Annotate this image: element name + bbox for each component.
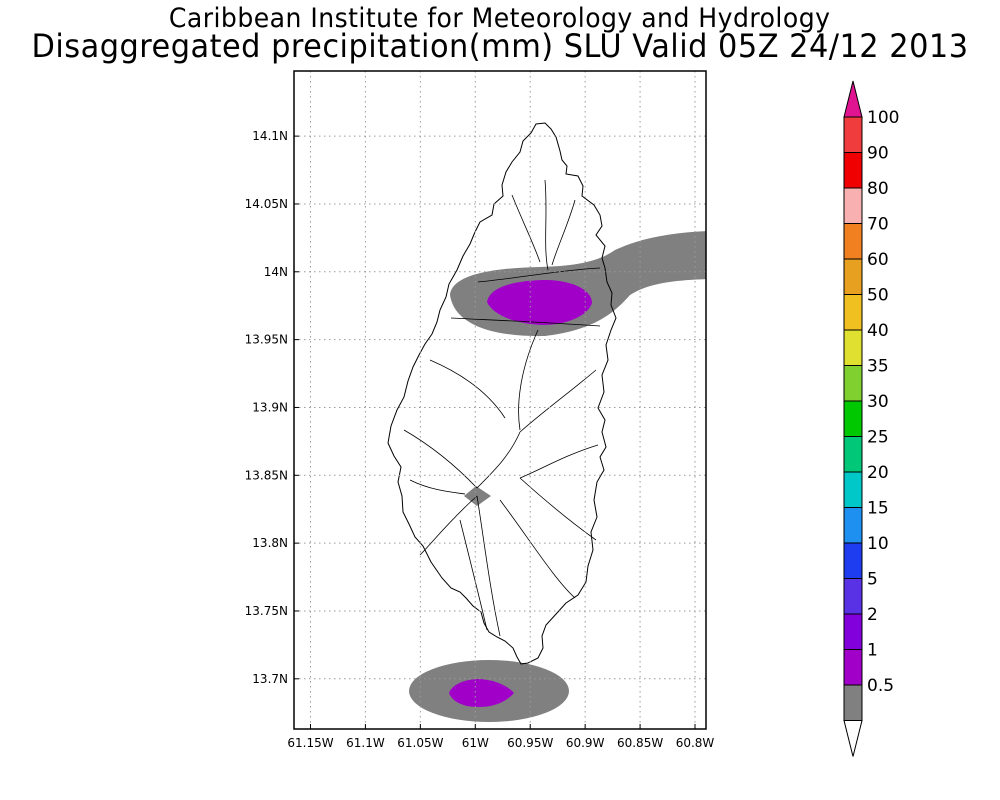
longitude-axis: 61.15W 61.1W 61.05W 61W 60.95W 60.9W 60.85W 60.… — [287, 724, 714, 750]
colorbar-segment — [843, 152, 863, 189]
lon-tick-label: 60.85W — [617, 736, 663, 750]
colorbar-top-arrow — [843, 80, 863, 118]
lat-tick-label: 13.9N — [252, 400, 288, 414]
lon-tick-label: 60.9W — [566, 736, 605, 750]
lat-tick-label: 13.75N — [245, 604, 288, 618]
lat-tick-label: 13.85N — [245, 468, 288, 482]
colorbar-label: 10 — [867, 534, 889, 554]
colorbar-segment — [843, 578, 863, 615]
colorbar-segment — [843, 471, 863, 508]
colorbar-label: 80 — [867, 179, 889, 199]
colorbar-segment — [843, 187, 863, 224]
latitude-axis: 14.1N 14.05N 14N 13.95N 13.9N 13.85N 13.8N 13.7… — [245, 129, 299, 686]
map-title: Disaggregated precipitation(mm) SLU Vali… — [31, 27, 969, 65]
colorbar-label: 1 — [867, 641, 878, 661]
colorbar-bottom-arrow — [843, 720, 863, 757]
colorbar-label: 15 — [867, 499, 889, 519]
colorbar-segment — [843, 507, 863, 544]
colorbar-label: 50 — [867, 286, 889, 306]
colorbar-segment — [843, 258, 863, 295]
precip-area-south-cell — [449, 679, 514, 707]
precip-area-north-cell — [487, 280, 592, 325]
island-coastline — [387, 122, 617, 665]
lat-tick-label: 14N — [264, 265, 288, 279]
precip-area-central — [464, 486, 491, 506]
precip-shading — [409, 231, 706, 722]
colorbar-legend: 100 90 80 70 60 50 40 35 30 25 20 15 10 5 2 1 0.5 — [843, 80, 899, 757]
colorbar-segment — [843, 684, 863, 721]
lon-tick-label: 61W — [462, 736, 489, 750]
lat-tick-label: 14.05N — [245, 197, 288, 211]
lon-tick-label: 61.05W — [397, 736, 443, 750]
colorbar-segment — [843, 365, 863, 402]
lon-tick-label: 60.95W — [507, 736, 553, 750]
colorbar-label: 35 — [867, 357, 889, 377]
lat-tick-label: 13.8N — [252, 536, 288, 550]
colorbar-segment — [843, 294, 863, 331]
colorbar-segment — [843, 116, 863, 153]
colorbar-segment — [843, 223, 863, 260]
saint-lucia-island — [387, 122, 617, 665]
colorbar-label: 60 — [867, 250, 889, 270]
colorbar-segment — [843, 542, 863, 579]
colorbar-segment — [843, 436, 863, 473]
colorbar-label: 100 — [867, 108, 899, 128]
map-grid — [294, 71, 706, 729]
colorbar-label: 25 — [867, 428, 889, 448]
institute-title: Caribbean Institute for Meteorology and … — [168, 3, 831, 34]
colorbar-segment — [843, 329, 863, 366]
colorbar-segment — [843, 400, 863, 437]
map-frame — [293, 70, 707, 730]
colorbar-label: 20 — [867, 463, 889, 483]
colorbar-segment — [843, 613, 863, 650]
colorbar-label: 5 — [867, 570, 878, 590]
colorbar-label: 70 — [867, 215, 889, 235]
colorbar-label: 90 — [867, 144, 889, 164]
island-boundaries — [403, 179, 601, 637]
colorbar-segment — [843, 649, 863, 686]
colorbar-label: 2 — [867, 605, 878, 625]
colorbar-label: 0.5 — [867, 676, 894, 696]
lat-tick-label: 14.1N — [252, 129, 288, 143]
lon-tick-label: 61.15W — [287, 736, 333, 750]
colorbar-label: 30 — [867, 392, 889, 412]
lon-tick-label: 61.1W — [346, 736, 385, 750]
lat-tick-label: 13.7N — [252, 672, 288, 686]
lon-tick-label: 60.8W — [676, 736, 715, 750]
colorbar-label: 40 — [867, 321, 889, 341]
lat-tick-label: 13.95N — [245, 333, 288, 347]
